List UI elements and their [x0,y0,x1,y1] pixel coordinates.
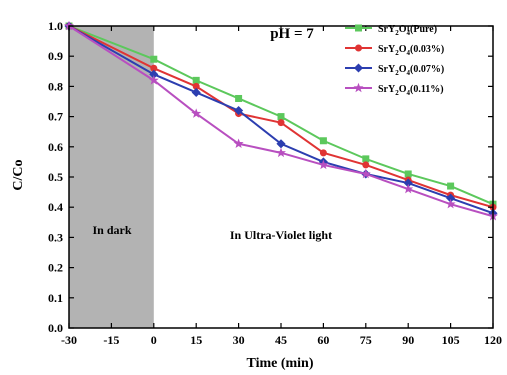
data-point [276,147,286,158]
legend-label: SrY2O4(0.03%) [378,44,444,57]
y-tick-label: 0.0 [48,321,63,335]
series-line [68,25,494,218]
data-point [403,178,413,188]
series-layer [64,20,498,221]
data-point [277,119,285,127]
y-tick-label: 0.9 [48,49,63,63]
legend: SrY2O4(Pure) SrY2O4(0.03%) SrY2O4(0.07%) Sr… [345,24,444,97]
legend-label: SrY2O4(Pure) [378,24,437,37]
y-tick-label: 0.6 [48,140,63,154]
data-point [362,161,370,169]
data-point [235,94,243,102]
data-point [276,139,286,149]
data-point [192,82,200,90]
x-tick-labels: -30 -15 0 15 30 45 60 75 90 105 120 [61,333,502,347]
dark-region [69,26,154,328]
light-annotation: In Ultra-Violet light [230,228,332,242]
data-point [149,69,159,79]
series-line [68,25,494,215]
y-tick-labels: 0.0 0.1 0.2 0.3 0.4 0.5 0.6 0.7 0.8 0.9 1.0 [48,19,63,335]
legend-item: SrY2O4(0.07%) [345,63,444,77]
legend-marker [355,44,362,52]
series-line [68,25,494,206]
x-tick-label: 75 [360,333,372,347]
x-tick-label: 0 [151,333,157,347]
y-tick-label: 0.7 [48,110,63,124]
ph-annotation: pH = 7 [270,26,314,42]
x-axis-title: Time (min) [246,356,313,371]
data-point [404,170,412,178]
legend-marker [353,63,364,73]
data-point [191,87,201,97]
legend-marker [355,24,362,32]
data-point [191,108,202,118]
legend-label: SrY2O4(0.07%) [378,64,444,77]
legend-item: SrY2O4(Pure) [345,24,437,37]
data-point [234,106,244,116]
data-point [319,137,327,145]
x-tick-label: 120 [484,333,502,347]
data-point [360,168,371,179]
ticks-layer [68,25,494,329]
data-point [318,159,329,170]
y-tick-label: 1.0 [48,19,63,33]
data-point [447,182,455,190]
data-point [362,155,370,163]
data-point [148,75,159,85]
y-tick-label: 0.8 [48,79,63,93]
legend-item: SrY2O4(0.11%) [345,82,444,97]
y-tick-label: 0.4 [48,200,63,214]
legend-label: SrY2O4(0.11%) [378,84,444,97]
data-point [277,113,285,121]
x-tick-label: 15 [190,333,202,347]
data-point [319,149,327,157]
data-point [192,76,200,84]
x-tick-label: -30 [61,333,77,347]
series-line [68,25,494,209]
data-point [403,183,414,194]
x-tick-label: 90 [402,333,414,347]
y-tick-label: 0.2 [48,261,63,275]
y-axis-title: C/Co [11,159,26,190]
legend-item: SrY2O4(0.03%) [345,44,444,57]
dark-annotation: In dark [92,223,131,237]
x-tick-label: 105 [442,333,460,347]
legend-marker [353,82,364,93]
x-tick-label: 45 [275,333,287,347]
y-tick-label: 0.5 [48,170,63,184]
data-point [445,198,456,209]
data-point [150,55,158,63]
y-tick-label: 0.3 [48,230,63,244]
x-tick-label: 60 [317,333,329,347]
data-point [150,64,158,72]
y-tick-label: 0.1 [48,291,63,305]
x-tick-label: -15 [103,333,119,347]
data-point [233,138,244,149]
data-point [446,193,456,203]
x-tick-label: 30 [233,333,245,347]
